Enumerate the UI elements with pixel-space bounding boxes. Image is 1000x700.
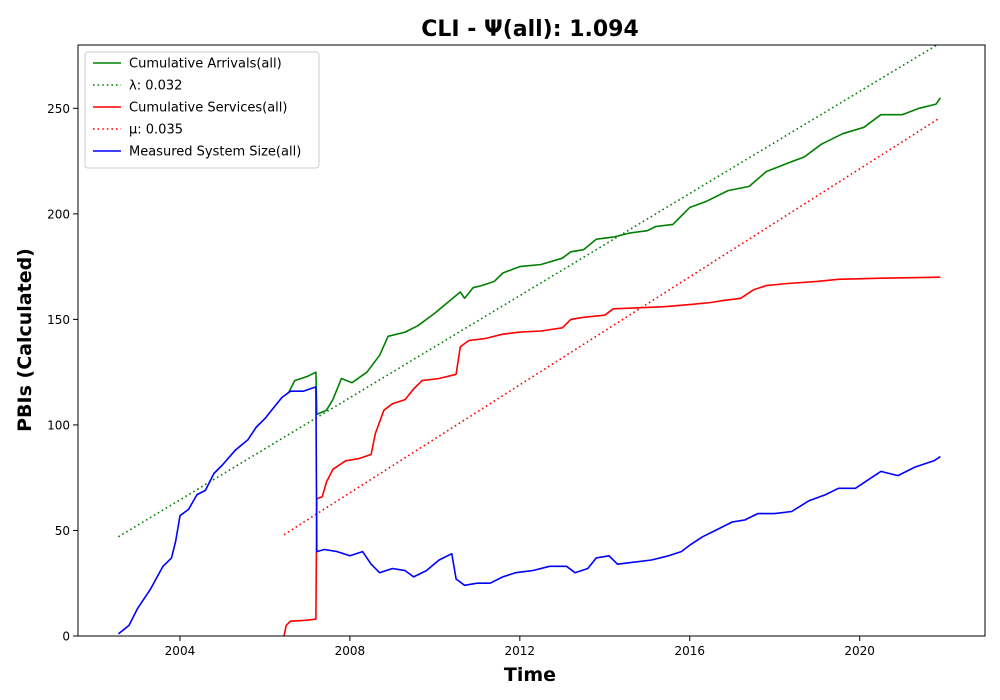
series-line-5 [117,386,941,635]
x-tick-label: 2012 [505,644,536,658]
legend-label: Cumulative Arrivals(all) [129,57,282,72]
legend: Cumulative Arrivals(all) λ: 0.032 Cumulati… [84,51,320,169]
series-line-4 [283,118,939,536]
legend-label: μ: 0.035 [129,123,183,138]
plot-area [117,45,942,636]
legend-label: Cumulative Services(all) [129,101,287,116]
y-tick-label: 50 [55,524,70,538]
y-tick-label: 0 [62,630,70,644]
y-tick-label: 150 [47,313,70,327]
y-tick-label: 100 [47,418,70,432]
legend-label: Measured System Size(all) [129,145,301,160]
series-line-3 [283,276,941,636]
x-tick-label: 2004 [165,644,196,658]
plot-frame [77,44,986,637]
legend-box [84,51,320,169]
y-tick-label: 250 [47,102,70,116]
x-tick-label: 2016 [674,644,705,658]
legend-label: λ: 0.032 [129,79,182,94]
x-tick-label: 2020 [844,644,875,658]
y-tick-label: 200 [47,207,70,221]
chart-title: CLI - Ψ(all): 1.094 [421,17,639,42]
series-line-1 [287,97,942,416]
x-axis-label: Time [504,664,556,686]
y-axis-label: PBIs (Calculated) [14,248,36,432]
x-tick-label: 2008 [335,644,366,658]
series-line-2 [117,45,939,538]
axes: 2004 2008 2012 2016 2020 0 50 100 150 200 250 [47,102,875,658]
